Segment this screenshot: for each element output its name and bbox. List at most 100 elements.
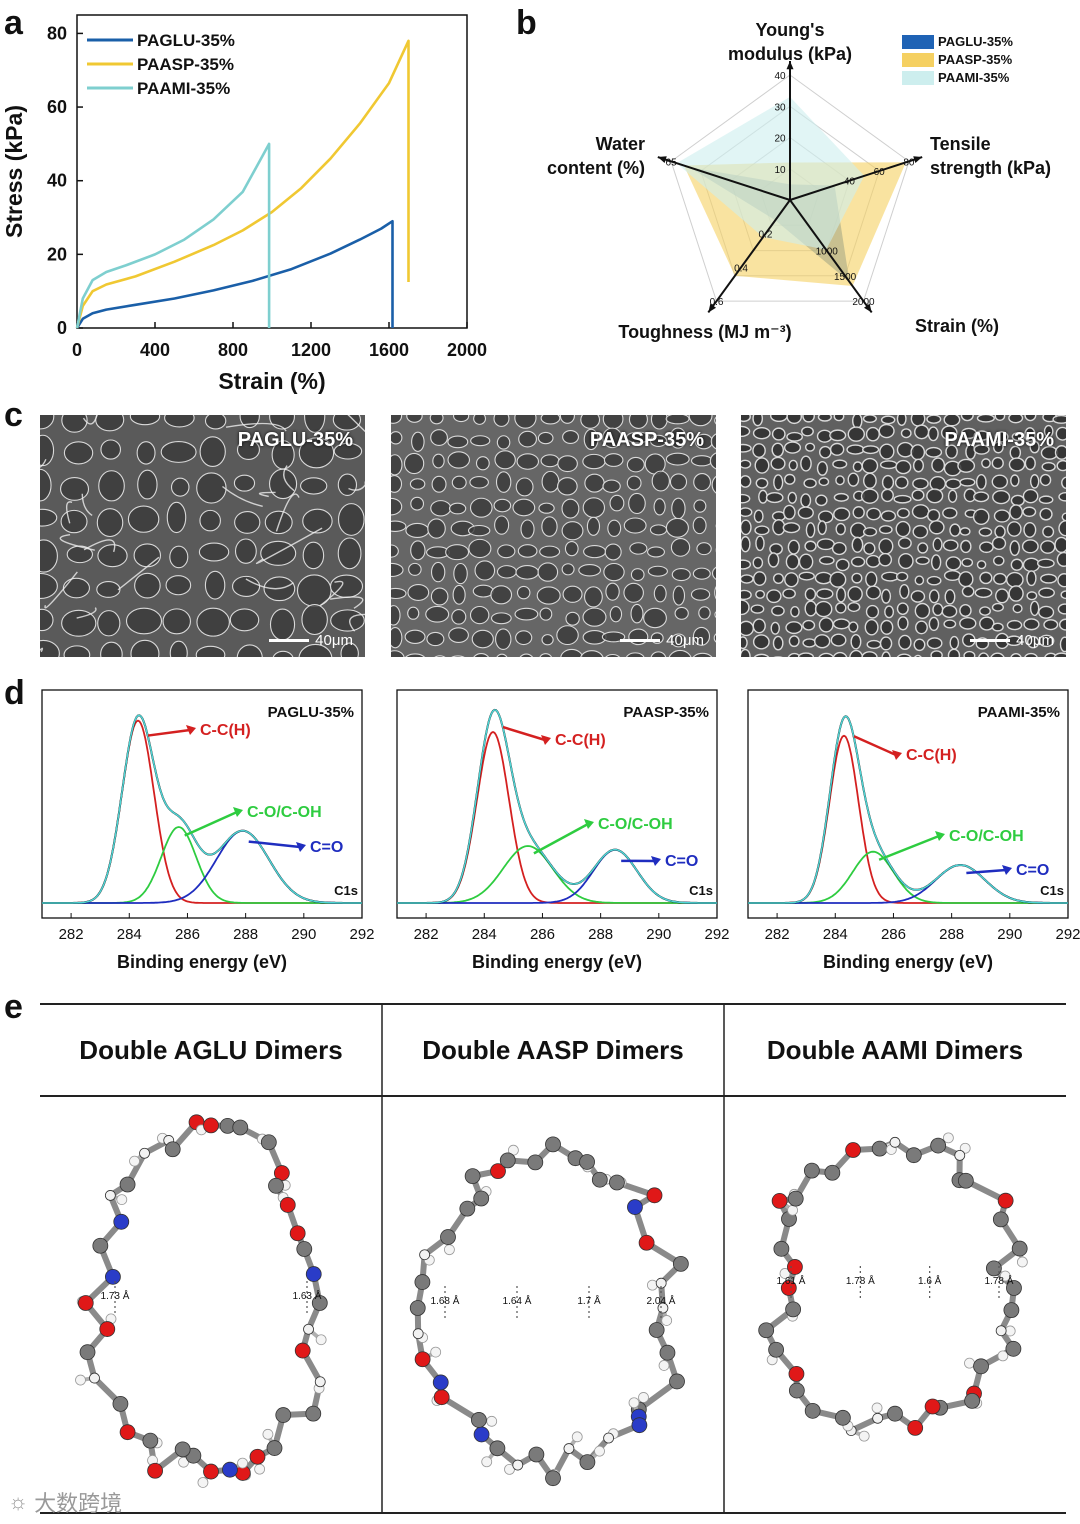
- molecule-atom: [232, 1119, 249, 1136]
- peak-arrow: [533, 822, 589, 855]
- molecule-atom: [803, 1162, 820, 1179]
- sem-pore: [816, 460, 828, 476]
- sem-pore: [981, 458, 991, 469]
- sem-pore: [653, 584, 667, 603]
- panel-letter-c: c: [4, 396, 23, 434]
- legend-label: PAASP-35%: [938, 52, 1013, 67]
- sem-pore: [940, 425, 958, 441]
- sem-pore: [941, 604, 958, 619]
- sem-pore: [991, 456, 1004, 470]
- molecule-atom: [294, 1342, 311, 1359]
- sem-pore: [741, 599, 750, 616]
- sem-pore: [818, 477, 830, 487]
- sem-pore: [580, 415, 601, 429]
- sem-pore: [125, 607, 163, 635]
- sem-pore: [582, 607, 607, 627]
- sem-pore: [879, 460, 898, 470]
- sem-pore: [626, 456, 645, 473]
- sem-fiber: [320, 580, 344, 606]
- molecule-atom: [773, 1240, 790, 1257]
- sem-pore: [862, 527, 878, 537]
- sem-pore: [787, 491, 798, 504]
- sem-pore: [410, 540, 426, 561]
- peak-label: C-O/C-OH: [598, 816, 673, 833]
- molecule-atom: [490, 1163, 506, 1180]
- molecule-atom: [419, 1249, 431, 1261]
- sem-pore: [1052, 415, 1066, 424]
- sem-pore: [765, 491, 784, 504]
- hydrogen-bond-length: 1.68 Å: [431, 1294, 460, 1307]
- sem-pore: [973, 430, 990, 441]
- sem-pore: [514, 415, 537, 429]
- sem-pore: [881, 488, 894, 503]
- sem-pore: [40, 608, 54, 632]
- sem-pore: [453, 415, 470, 423]
- sem-pore: [40, 572, 58, 600]
- molecule-atom: [631, 1417, 648, 1434]
- sem-pore: [1005, 571, 1024, 588]
- sem-fiber: [40, 458, 47, 468]
- molecule-atom: [489, 1440, 506, 1457]
- radar-tick-label: 40: [844, 177, 856, 188]
- hydrogen-bond-length: 1.63 Å: [293, 1289, 322, 1302]
- sem-pore: [407, 583, 430, 601]
- molecule-atom: [289, 1225, 306, 1242]
- sem-pore: [832, 651, 848, 657]
- hydrogen-bond-length: 1.61 Å: [777, 1274, 806, 1287]
- sem-pore: [961, 557, 974, 568]
- sem-pore: [945, 556, 962, 571]
- molecule-atom: [845, 1142, 861, 1158]
- sem-pore: [304, 415, 326, 433]
- sem-pore: [976, 560, 987, 570]
- x-tick-label: 292: [1055, 926, 1080, 943]
- sem-pore: [847, 601, 861, 613]
- sem-pore: [752, 571, 767, 586]
- sem-pore: [1054, 536, 1066, 554]
- sem-pore: [474, 560, 496, 581]
- sem-pore: [797, 506, 814, 520]
- radar-axis: [789, 156, 923, 201]
- sem-pore: [1038, 634, 1055, 648]
- hydrogen-atom: [262, 1428, 274, 1440]
- sem-pore: [895, 520, 911, 538]
- molecule-atom: [924, 1398, 941, 1415]
- sem-pore: [788, 635, 800, 648]
- sem-pore: [565, 611, 580, 626]
- sem-pore: [1026, 591, 1038, 601]
- sem-pore: [518, 430, 537, 448]
- sem-pore: [830, 633, 847, 647]
- sem-pore: [391, 650, 405, 657]
- sem-pore: [835, 602, 847, 614]
- hydrogen-bond-length: 2.04 Å: [647, 1294, 676, 1307]
- molecule-atom: [804, 1402, 821, 1419]
- sem-pore: [583, 544, 607, 559]
- sem-pore: [784, 473, 796, 485]
- sem-pore: [494, 515, 510, 535]
- sem-pore: [670, 633, 687, 648]
- molecule-atom: [788, 1365, 805, 1382]
- y-tick-label: 20: [47, 244, 67, 264]
- hydrogen-atom: [959, 1142, 971, 1154]
- radar-tick-label: 1000: [816, 247, 839, 258]
- sem-pore: [818, 445, 832, 459]
- sem-pore: [990, 652, 1005, 657]
- sem-pore: [560, 648, 584, 657]
- sem-pore: [609, 606, 623, 623]
- sem-pore: [711, 566, 716, 580]
- radar-tick-label: 40: [774, 71, 786, 82]
- sem-pore: [557, 455, 578, 473]
- sem-pore: [452, 584, 466, 605]
- sem-pore: [626, 431, 650, 444]
- sem-pore: [1054, 445, 1066, 460]
- scale-bar: 40μm: [620, 632, 704, 649]
- sem-pore: [337, 473, 358, 496]
- sem-pore: [1040, 573, 1058, 584]
- molecule-atom: [249, 1448, 266, 1465]
- x-axis-label: Strain (%): [218, 368, 325, 394]
- x-tick-label: 1600: [369, 340, 409, 360]
- plot-frame: [76, 14, 468, 329]
- sem-pore: [62, 577, 90, 599]
- sem-pore: [647, 565, 668, 577]
- sem-pore: [1021, 539, 1039, 554]
- sem-pore: [995, 588, 1010, 604]
